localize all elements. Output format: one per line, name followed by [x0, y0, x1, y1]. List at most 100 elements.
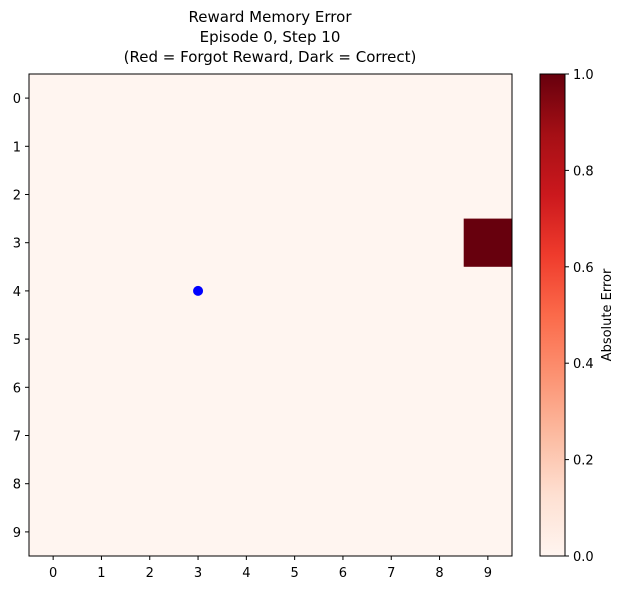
y-tick-label: 1	[13, 140, 21, 155]
heatmap-cell-r7-c9	[463, 411, 513, 461]
heatmap-cell-r9-c2	[125, 507, 175, 557]
x-tick-label: 4	[242, 566, 250, 581]
heatmap-cell-r6-c0	[29, 363, 78, 412]
heatmap-cell-r5-c9	[463, 315, 513, 364]
heatmap-cell-r9-c8	[415, 507, 465, 557]
heatmap-cell-r4-c5	[270, 266, 320, 316]
colorbar-tick-label: 1.0	[573, 68, 594, 83]
y-tick-label: 6	[13, 381, 21, 396]
colorbar-tick-label: 0.4	[573, 357, 594, 372]
x-tick-label: 1	[97, 566, 105, 581]
heatmap-cell-r0-c5	[270, 74, 320, 123]
heatmap-cell-r3-c2	[125, 218, 175, 268]
heatmap-cell-r3-c3	[173, 218, 223, 268]
heatmap-cell-r3-c7	[367, 218, 416, 268]
heatmap-cell-r5-c4	[222, 315, 271, 364]
heatmap-cell-r5-c5	[270, 315, 320, 364]
y-tick-label: 2	[13, 189, 21, 204]
heatmap-cell-r2-c1	[77, 170, 127, 220]
heatmap-cell-r9-c7	[367, 507, 416, 557]
x-axis-ticks: 0 1 2 3 4 5 6 7 8 9	[49, 556, 492, 581]
heatmap-cell-r3-c5	[270, 218, 320, 268]
y-tick-label: 4	[13, 285, 21, 300]
heatmap-cell-r9-c4	[222, 507, 271, 557]
heatmap-cell-r2-c3	[173, 170, 223, 220]
heatmap-cell-r4-c6	[318, 266, 368, 316]
heatmap-cell-r3-c0	[29, 218, 78, 268]
heatmap-cell-r5-c2	[125, 315, 175, 364]
heatmap-cell-r0-c6	[318, 74, 368, 123]
heatmap-cell-r4-c8	[415, 266, 465, 316]
heatmap-cell-r5-c0	[29, 315, 78, 364]
heatmap-cell-r8-c1	[77, 459, 127, 509]
y-tick-label: 3	[13, 237, 21, 252]
heatmap-cell-r2-c9	[463, 170, 513, 220]
heatmap-cell-r0-c9	[463, 74, 513, 123]
heatmap-cell-r5-c3	[173, 315, 223, 364]
heatmap-cell-r7-c4	[222, 411, 271, 461]
heatmap-cell-r6-c9	[463, 363, 513, 412]
heatmap-cell-r2-c2	[125, 170, 175, 220]
colorbar-label: Absolute Error	[600, 268, 615, 361]
heatmap-cell-r6-c1	[77, 363, 127, 412]
heatmap-cell-r6-c6	[318, 363, 368, 412]
heatmap-cell-r0-c8	[415, 74, 465, 123]
heatmap-cell-r4-c4	[222, 266, 271, 316]
heatmap-cell-r7-c3	[173, 411, 223, 461]
heatmap-cell-r8-c2	[125, 459, 175, 509]
heatmap-cell-r1-c9	[463, 122, 513, 171]
colorbar-tick-label: 0.2	[573, 454, 594, 469]
heatmap-cell-r2-c7	[367, 170, 416, 220]
heatmap-cell-r4-c1	[77, 266, 127, 316]
plot-frame	[28, 73, 513, 557]
x-tick-label: 9	[484, 566, 492, 581]
heatmap-cell-r0-c0	[29, 74, 78, 123]
x-tick-label: 7	[387, 566, 395, 581]
heatmap-cell-r6-c7	[367, 363, 416, 412]
x-tick-label: 5	[291, 566, 299, 581]
heatmap-cell-r0-c3	[173, 74, 223, 123]
colorbar-gradient	[539, 73, 566, 557]
colorbar-tick-label: 0.0	[573, 550, 594, 565]
chart-title-line-2: Episode 0, Step 10	[199, 28, 341, 46]
heatmap-cell-r9-c0	[29, 507, 78, 557]
heatmap-cell-r2-c6	[318, 170, 368, 220]
heatmap-cell-r2-c8	[415, 170, 465, 220]
x-tick-label: 8	[435, 566, 443, 581]
heatmap-cell-r2-c0	[29, 170, 78, 220]
y-tick-label: 8	[13, 478, 21, 493]
heatmap-cell-r5-c7	[367, 315, 416, 364]
heatmap-cell-r8-c4	[222, 459, 271, 509]
heatmap-cell-r0-c2	[125, 74, 175, 123]
heatmap-cell-r4-c9	[463, 266, 513, 316]
heatmap-cell-r1-c4	[222, 122, 271, 171]
heatmap-cell-r6-c8	[415, 363, 465, 412]
heatmap-cell-r8-c3	[173, 459, 223, 509]
heatmap-cell-r5-c8	[415, 315, 465, 364]
heatmap-cell-r3-c6	[318, 218, 368, 268]
heatmap-cell-r1-c6	[318, 122, 368, 171]
heatmap-cell-r8-c9	[463, 459, 513, 509]
heatmap-cells	[29, 74, 513, 557]
y-tick-label: 7	[13, 430, 21, 445]
heatmap-cell-r7-c2	[125, 411, 175, 461]
x-tick-label: 6	[339, 566, 347, 581]
heatmap-cell-r9-c6	[318, 507, 368, 557]
heatmap-cell-r6-c3	[173, 363, 223, 412]
heatmap-cell-r8-c7	[367, 459, 416, 509]
colorbar-ticks: 0.0 0.2 0.4 0.6 0.8 1.0	[565, 68, 594, 565]
heatmap-cell-r6-c4	[222, 363, 271, 412]
heatmap-cell-r9-c9	[463, 507, 513, 557]
colorbar-tick-label: 0.6	[573, 261, 594, 276]
heatmap-cell-r7-c0	[29, 411, 78, 461]
heatmap-cell-r4-c7	[367, 266, 416, 316]
heatmap-cell-r8-c6	[318, 459, 368, 509]
heatmap-cell-r7-c6	[318, 411, 368, 461]
heatmap-cell-r2-c5	[270, 170, 320, 220]
heatmap-cell-r0-c4	[222, 74, 271, 123]
heatmap-cell-r8-c8	[415, 459, 465, 509]
y-axis-ticks: 0 1 2 3 4 5 6 7 8 9	[13, 92, 29, 541]
heatmap-cell-r8-c0	[29, 459, 78, 509]
heatmap-cell-r1-c8	[415, 122, 465, 171]
